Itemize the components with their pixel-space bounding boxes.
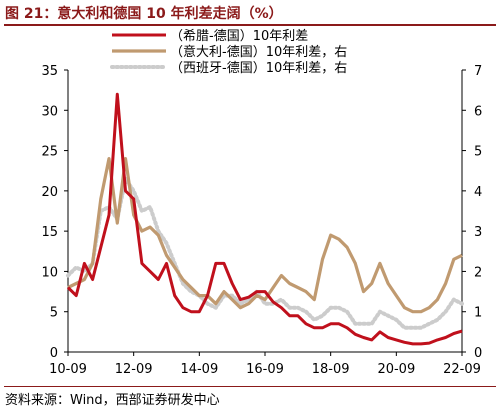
y-left-tick-label: 35 [41, 64, 58, 79]
y-right-tick-label: 7 [474, 64, 482, 79]
y-right-tick: 4 [462, 185, 482, 200]
y-left-tick: 20 [41, 185, 68, 200]
y-right-tick: 5 [462, 145, 482, 160]
series-lines [66, 92, 464, 346]
legend-label: （意大利-德国）10年利差，右 [170, 44, 347, 60]
y-left-tick-label: 30 [41, 104, 58, 119]
y-right-tick-label: 3 [474, 225, 482, 240]
x-tick-label: 16-09 [246, 362, 284, 377]
y-left-tick-label: 5 [50, 306, 58, 321]
x-tick-label: 14-09 [180, 362, 218, 377]
source-note: 资料来源：Wind，西部证券研发中心 [5, 393, 220, 408]
figure-title: 图 21：意大利和德国 10 年利差走阔（%） [5, 6, 283, 22]
y-right-tick-label: 5 [474, 145, 482, 160]
title-rule [4, 24, 496, 26]
y-right-tick: 6 [462, 104, 482, 119]
y-right-tick: 7 [462, 64, 482, 79]
y-left-tick: 25 [41, 145, 68, 160]
y-left-tick: 5 [50, 306, 68, 321]
x-tick: 20-09 [377, 352, 415, 377]
y-left-tick: 15 [41, 225, 68, 240]
x-tick: 14-09 [180, 352, 218, 377]
y-left-tick: 0 [50, 346, 68, 361]
y-left-tick-label: 20 [41, 185, 58, 200]
x-tick-label: 10-09 [49, 362, 87, 377]
y-right-tick: 1 [462, 306, 482, 321]
y-left-tick: 10 [41, 265, 68, 280]
x-tick-label: 12-09 [115, 362, 153, 377]
y-right-tick-label: 6 [474, 104, 482, 119]
x-tick: 12-09 [115, 352, 153, 377]
y-left-tick: 30 [41, 104, 68, 119]
x-tick-label: 22-09 [443, 362, 481, 377]
line-chart: 0 5 10 15 20 25 30 35 0 1 2 3 4 5 6 7 10-09 12-09 14-09 16-… [41, 29, 482, 377]
y-left-tick-label: 15 [41, 225, 58, 240]
source-rule [4, 386, 496, 387]
y-right-tick-label: 1 [474, 306, 482, 321]
y-left-tick-label: 0 [50, 346, 58, 361]
series-line-italy-germany [67, 157, 463, 314]
series-line-greece-germany [66, 92, 463, 346]
legend: （希腊-德国）10年利差（意大利-德国）10年利差，右（西班牙-德国）10年利差… [110, 29, 347, 76]
y-right-tick-label: 4 [474, 185, 482, 200]
legend-item: （意大利-德国）10年利差，右 [112, 44, 347, 60]
y-right-tick-label: 2 [474, 265, 482, 280]
axes: 0 5 10 15 20 25 30 35 0 1 2 3 4 5 6 7 10-09 12-09 14-09 16-… [41, 64, 482, 377]
x-tick: 16-09 [246, 352, 284, 377]
y-right-tick: 0 [462, 346, 482, 361]
legend-label: （西班牙-德国）10年利差，右 [170, 61, 347, 76]
y-left-tick-label: 25 [41, 145, 58, 160]
y-right-tick: 3 [462, 225, 482, 240]
x-tick: 10-09 [49, 352, 87, 377]
y-right-tick: 2 [462, 265, 482, 280]
y-left-tick-label: 10 [41, 265, 58, 280]
legend-item: （西班牙-德国）10年利差，右 [110, 61, 347, 76]
series-line-spain-germany [66, 176, 464, 330]
x-tick-label: 18-09 [312, 362, 350, 377]
x-tick-label: 20-09 [377, 362, 415, 377]
x-tick: 18-09 [312, 352, 350, 377]
y-left-tick: 35 [41, 64, 68, 79]
y-right-tick-label: 0 [474, 346, 482, 361]
legend-label: （希腊-德国）10年利差 [170, 29, 308, 44]
legend-item: （希腊-德国）10年利差 [112, 29, 308, 44]
x-tick: 22-09 [443, 352, 481, 377]
